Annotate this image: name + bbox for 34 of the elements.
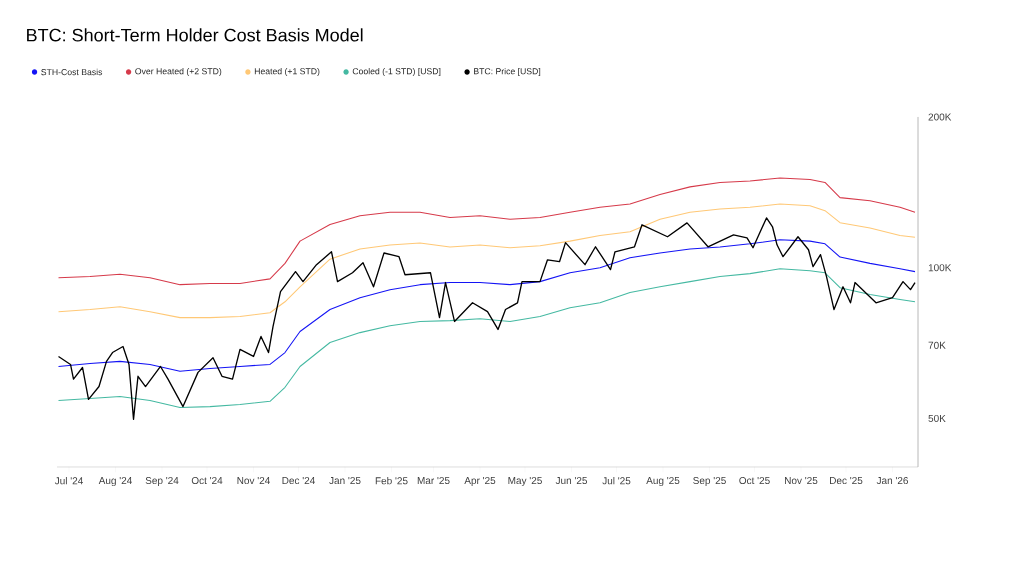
chart-title: BTC: Short-Term Holder Cost Basis Model xyxy=(27,28,363,42)
legend-label: Over Heated (+2 STD) xyxy=(135,67,222,77)
line-series xyxy=(57,203,916,319)
y-tick-label: 70K xyxy=(928,341,946,349)
x-tick-label: Apr '25 xyxy=(464,477,496,487)
y-tick-label: 50K xyxy=(928,414,946,422)
x-tick-label: Dec '25 xyxy=(830,477,863,485)
line-series xyxy=(57,268,916,408)
legend-label: Heated (+1 STD) xyxy=(254,67,320,77)
x-tick-label: Jan '25 xyxy=(329,477,361,485)
x-tick-label: Aug '24 xyxy=(98,477,132,487)
legend-label: STH-Cost Basis xyxy=(41,68,103,76)
x-tick-label: Nov '24 xyxy=(237,477,270,485)
x-tick-label: Sep '25 xyxy=(693,477,726,487)
x-tick-label: Dec '24 xyxy=(282,477,315,485)
x-tick-label: Jul '25 xyxy=(602,477,631,485)
line-series xyxy=(57,239,916,372)
x-tick-label: Nov '25 xyxy=(785,477,818,485)
x-tick-label: Sep '24 xyxy=(145,477,179,487)
x-tick-label: Jul '24 xyxy=(54,477,83,485)
x-tick-label: Jan '26 xyxy=(876,477,909,485)
x-tick-label: Jun '25 xyxy=(555,477,588,485)
x-tick-label: Feb '25 xyxy=(375,477,408,485)
y-tick-label: 200K xyxy=(928,113,952,121)
legend-label: Cooled (-1 STD) [USD] xyxy=(352,67,441,77)
line-series xyxy=(57,217,916,420)
x-tick-label: Aug '25 xyxy=(646,477,680,487)
x-tick-label: Oct '25 xyxy=(739,477,770,485)
legend-label: BTC: Price [USD] xyxy=(474,67,541,77)
line-series xyxy=(57,177,916,286)
x-tick-label: May '25 xyxy=(508,477,542,487)
x-tick-label: Oct '24 xyxy=(191,477,223,485)
x-tick-label: Mar '25 xyxy=(417,477,450,485)
y-tick-label: 100K xyxy=(928,264,952,272)
